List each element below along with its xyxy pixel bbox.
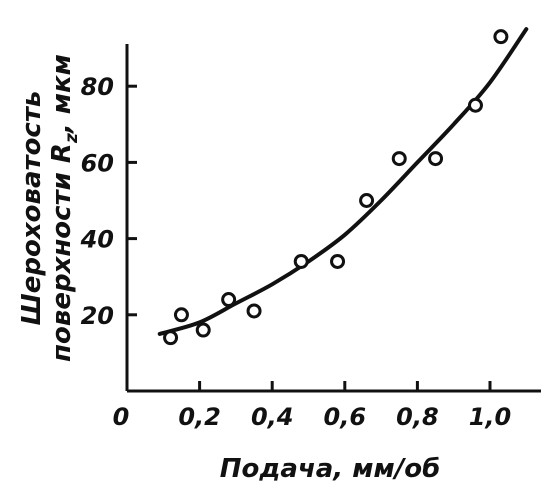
data-point [493,29,509,45]
data-point [293,253,309,269]
y-tick-label: 80 [81,73,114,101]
x-tick-label: 1,0 [469,403,512,431]
x-tick-label: 0 [113,403,130,431]
data-point [359,193,375,208]
data-point [163,330,179,346]
x-tick-label: 0,2 [178,403,221,431]
data-point [428,151,444,167]
y-axis-label: Шероховатость поверхности Rz, мкм [17,54,82,362]
data-point [173,307,189,323]
y-ticks: 20 40 60 80 [80,73,137,330]
y-tick-label: 60 [81,149,114,177]
data-point [195,322,211,338]
data-point [246,303,262,319]
y-axis-label-unit: , мкм [47,54,77,134]
data-points [163,29,509,346]
x-tick-label: 0,6 [324,403,367,431]
x-axis-label: Подача, мм/об [220,454,441,484]
y-axis-label-line1: Шероховатость [17,91,47,326]
data-point [221,292,237,308]
data-point [467,97,483,113]
data-point [391,151,407,167]
y-axis-label-subscript: z [62,133,82,144]
y-axis-label-main: поверхности R [47,143,77,362]
y-tick-label: 20 [81,302,114,330]
y-tick-label: 40 [80,226,114,254]
fit-curve [157,27,529,336]
x-tick-label: 0,4 [251,403,294,431]
x-ticks: 0 0,2 0,4 0,6 0,8 1,0 [113,381,512,431]
y-axis-label-line2: поверхности Rz, мкм [47,54,82,362]
data-point [330,253,346,269]
axes [125,44,541,393]
x-tick-label: 0,8 [396,403,439,431]
